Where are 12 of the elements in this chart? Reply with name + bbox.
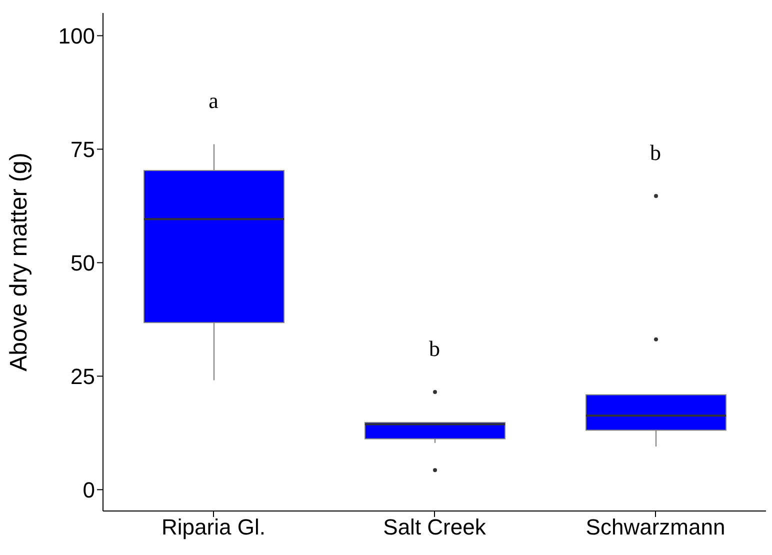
annotation: b <box>650 140 661 165</box>
y-axis-title: Above dry matter (g) <box>6 152 33 372</box>
x-tick-label: Salt Creek <box>383 514 487 540</box>
y-tick-label: 25 <box>70 364 95 389</box>
annotation: b <box>429 336 440 362</box>
y-tick-label: 100 <box>58 24 95 49</box>
x-tick-label: Riparia Gl. <box>162 514 266 540</box>
y-tick-label: 75 <box>70 137 95 162</box>
y-tick-label: 0 <box>82 477 95 502</box>
y-tick-label: 50 <box>70 250 95 276</box>
x-tick-label: Schwarzmann <box>586 514 726 540</box>
annotation: a <box>208 88 219 114</box>
